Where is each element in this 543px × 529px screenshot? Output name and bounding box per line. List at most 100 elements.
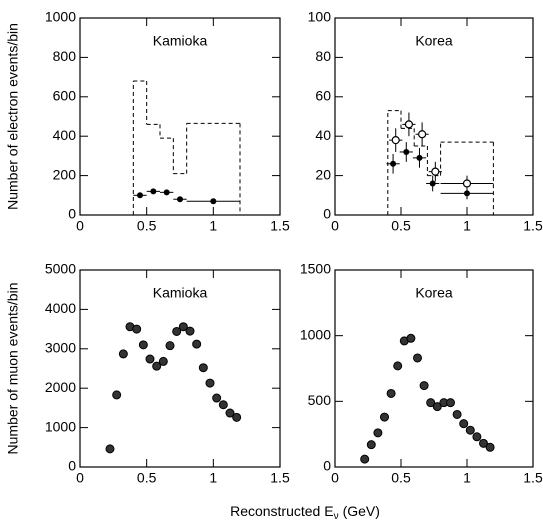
marker bbox=[210, 198, 217, 205]
marker bbox=[416, 154, 423, 161]
y-tick-label: 200 bbox=[53, 166, 77, 182]
marker bbox=[429, 180, 436, 187]
y-tick-label: 100 bbox=[308, 9, 332, 25]
marker bbox=[464, 190, 470, 197]
y-axis-label: Number of electron events/bin bbox=[5, 23, 21, 210]
marker-open bbox=[418, 130, 427, 139]
y-tick-label: 0 bbox=[68, 206, 76, 222]
y-tick-label: 2000 bbox=[45, 379, 76, 395]
marker bbox=[390, 160, 397, 167]
marker bbox=[225, 408, 235, 418]
x-tick-label: 1.5 bbox=[270, 470, 290, 486]
marker bbox=[380, 412, 389, 422]
marker bbox=[446, 398, 455, 408]
panel-label: Kamioka bbox=[153, 33, 208, 49]
marker bbox=[112, 390, 122, 400]
y-tick-label: 40 bbox=[315, 127, 331, 143]
y-tick-label: 3000 bbox=[45, 340, 76, 356]
y-tick-label: 1000 bbox=[45, 418, 76, 434]
marker bbox=[138, 340, 148, 350]
plot-frame bbox=[334, 17, 534, 216]
x-tick-label: 1.5 bbox=[270, 218, 290, 234]
marker bbox=[413, 353, 422, 363]
x-tick-label: 0.5 bbox=[137, 218, 157, 234]
y-tick-label: 80 bbox=[315, 48, 331, 64]
x-tick-label: 0.5 bbox=[391, 470, 411, 486]
x-axis-label: Reconstructed Eν (GeV) bbox=[230, 503, 380, 522]
plot-frame bbox=[334, 269, 534, 468]
x-tick-label: 1 bbox=[463, 218, 471, 234]
y-tick-label: 60 bbox=[315, 88, 331, 104]
marker bbox=[393, 361, 403, 371]
panel-label: Kamioka bbox=[153, 285, 208, 301]
y-tick-label: 1000 bbox=[45, 9, 76, 25]
marker bbox=[472, 432, 482, 442]
y-tick-label: 0 bbox=[323, 458, 331, 474]
marker bbox=[118, 349, 128, 359]
x-tick-label: 1 bbox=[209, 218, 217, 234]
marker bbox=[419, 381, 429, 391]
x-tick-label: 0 bbox=[76, 218, 84, 234]
marker bbox=[152, 361, 162, 371]
marker bbox=[145, 354, 155, 364]
y-tick-label: 600 bbox=[53, 88, 77, 104]
x-label-unit: (GeV) bbox=[343, 503, 380, 519]
x-tick-label: 0.5 bbox=[391, 218, 411, 234]
marker bbox=[165, 341, 175, 351]
marker bbox=[366, 440, 376, 450]
marker bbox=[198, 363, 208, 373]
x-tick-label: 0 bbox=[331, 218, 339, 234]
plot-frame bbox=[79, 17, 281, 216]
marker bbox=[485, 442, 495, 452]
marker bbox=[232, 412, 242, 422]
marker bbox=[459, 419, 469, 429]
x-tick-label: 1 bbox=[463, 470, 471, 486]
y-tick-label: 0 bbox=[68, 458, 76, 474]
marker bbox=[360, 454, 370, 464]
x-tick-label: 0 bbox=[76, 470, 84, 486]
marker bbox=[105, 444, 115, 454]
marker-open bbox=[404, 120, 414, 129]
marker bbox=[205, 378, 215, 388]
marker bbox=[172, 326, 182, 336]
marker bbox=[132, 324, 142, 334]
y-tick-label: 500 bbox=[308, 392, 332, 408]
x-tick-label: 1.5 bbox=[523, 218, 543, 234]
x-tick-label: 0 bbox=[331, 470, 339, 486]
plot-frame bbox=[79, 269, 281, 468]
y-tick-label: 1000 bbox=[300, 326, 331, 342]
panel-label: Korea bbox=[415, 33, 453, 49]
x-label-sub: ν bbox=[334, 511, 339, 522]
marker bbox=[150, 188, 157, 195]
marker-open bbox=[431, 167, 440, 176]
y-tick-label: 5000 bbox=[45, 261, 76, 277]
marker-open bbox=[391, 136, 400, 145]
marker bbox=[178, 322, 188, 332]
marker bbox=[465, 425, 475, 435]
marker bbox=[406, 333, 416, 343]
marker bbox=[479, 438, 488, 448]
x-tick-label: 1 bbox=[209, 470, 217, 486]
marker bbox=[212, 393, 222, 403]
marker bbox=[426, 398, 436, 408]
marker bbox=[137, 192, 143, 199]
marker bbox=[163, 189, 170, 196]
y-axis-label: Number of muon events/bin bbox=[5, 283, 21, 455]
panel-label: Korea bbox=[415, 285, 453, 301]
marker bbox=[373, 428, 383, 438]
y-tick-label: 800 bbox=[53, 48, 77, 64]
marker bbox=[432, 402, 442, 412]
marker bbox=[192, 339, 202, 349]
y-tick-label: 400 bbox=[53, 127, 77, 143]
marker bbox=[403, 148, 410, 155]
marker bbox=[177, 196, 183, 203]
marker bbox=[185, 326, 195, 336]
y-tick-label: 4000 bbox=[45, 300, 76, 316]
y-tick-label: 0 bbox=[323, 206, 331, 222]
x-tick-label: 0.5 bbox=[137, 470, 157, 486]
marker bbox=[158, 356, 168, 366]
marker bbox=[386, 388, 396, 398]
marker bbox=[218, 400, 228, 410]
marker-open bbox=[462, 179, 472, 188]
